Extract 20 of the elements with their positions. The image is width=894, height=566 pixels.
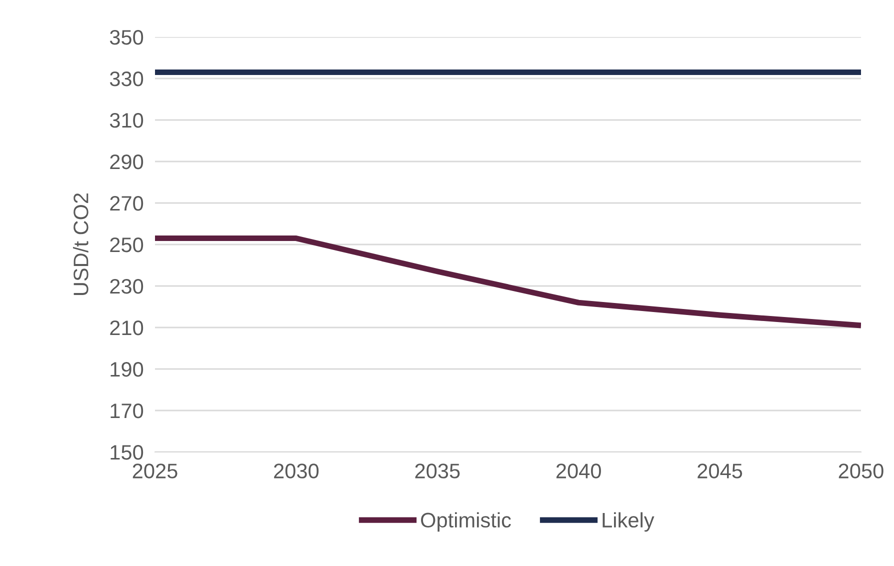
x-tick-label: 2050	[838, 464, 884, 478]
legend-label: Optimistic	[421, 512, 511, 532]
y-tick-label: 210	[110, 320, 144, 336]
y-axis-title: USD/t CO2	[73, 193, 88, 295]
y-tick-label: 250	[110, 238, 144, 252]
legend-label: Likely	[602, 512, 654, 532]
y-tick-label: 150	[110, 445, 144, 460]
x-tick-label: 2035	[415, 464, 460, 478]
y-tick-label: 190	[110, 362, 144, 377]
x-tick-label: 2030	[274, 464, 319, 478]
y-tick-label: 330	[110, 72, 144, 86]
y-tick-label: 310	[110, 113, 144, 128]
y-tick-label: 230	[110, 279, 144, 294]
y-tick-label: 290	[110, 154, 144, 170]
y-tick-label: 270	[110, 196, 144, 211]
y-tick-label: 170	[110, 404, 144, 418]
x-tick-label: 2040	[556, 464, 601, 478]
x-tick-label: 2025	[132, 464, 178, 478]
x-tick-label: 2045	[698, 464, 742, 478]
y-tick-label: 350	[110, 30, 144, 45]
